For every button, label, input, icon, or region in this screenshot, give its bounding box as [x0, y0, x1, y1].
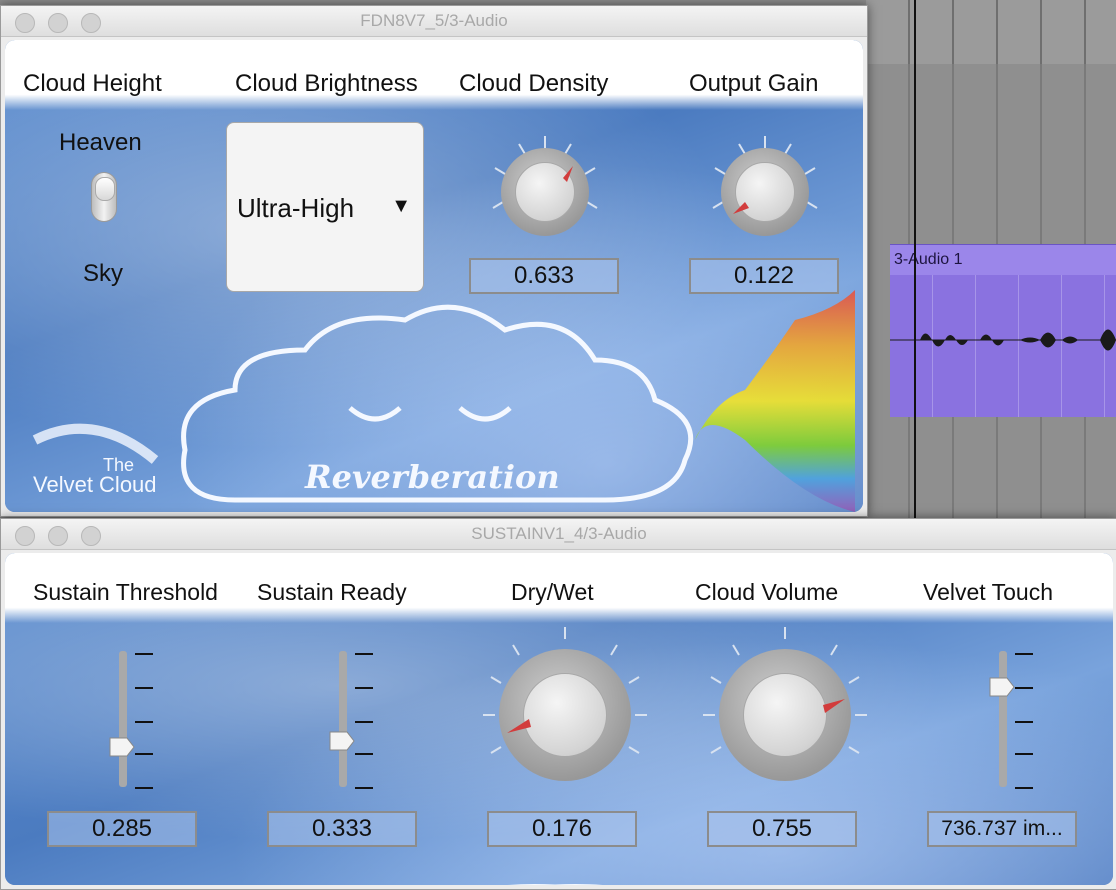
plugin-panel: Sustain Threshold Sustain Ready Dry/Wet … — [5, 553, 1113, 885]
dry-wet-value[interactable]: 0.176 — [487, 811, 637, 847]
slider-tick — [355, 787, 373, 789]
playhead[interactable] — [914, 0, 916, 888]
cloud-height-label: Cloud Height — [23, 70, 162, 97]
select-value: Ultra-High — [237, 193, 355, 223]
cloud-density-knob[interactable] — [501, 148, 589, 236]
slider-tick — [1015, 753, 1033, 755]
knob-pointer-icon — [733, 202, 749, 214]
slider-tick — [135, 787, 153, 789]
cloud-density-value[interactable]: 0.633 — [469, 258, 619, 294]
cloud-volume-label: Cloud Volume — [695, 579, 839, 605]
slider-tick — [355, 687, 373, 689]
dry-wet-knob-ticks — [483, 627, 647, 754]
header-strip — [5, 553, 1113, 623]
velvet-touch-value[interactable]: 736.737 im... — [927, 811, 1077, 847]
slider-tick — [135, 687, 153, 689]
slider-tick — [1015, 653, 1033, 655]
output-gain-label: Output Gain — [689, 70, 819, 97]
audio-clip[interactable]: 3-Audio 1 — [890, 244, 1116, 417]
knob-pointer-icon — [563, 166, 573, 182]
dry-wet-knob[interactable] — [499, 649, 631, 781]
toggle-top-label: Heaven — [59, 129, 142, 156]
logo-line-1: The — [103, 455, 135, 475]
sustain-threshold-value[interactable]: 0.285 — [47, 811, 197, 847]
cloud-volume-knob[interactable] — [719, 649, 851, 781]
plugin-panel: Cloud Height Cloud Brightness Cloud Dens… — [5, 40, 863, 512]
plugin-window-sustain: SUSTAINV1_4/3-Audio Sustain Threshold Su… — [0, 518, 1116, 890]
clip-title: 3-Audio 1 — [890, 245, 1116, 275]
header-strip — [5, 40, 863, 110]
window-title: SUSTAINV1_4/3-Audio — [471, 524, 647, 543]
window-close-icon[interactable] — [15, 526, 35, 546]
slider-tick — [355, 653, 373, 655]
slider-thumb-icon[interactable] — [989, 677, 1015, 697]
knob-cap — [735, 162, 795, 222]
daw-arrangement: 3-Audio 1 — [866, 0, 1116, 888]
cloud-volume-knob-ticks — [703, 627, 867, 754]
slider-tick — [135, 653, 153, 655]
slider-tick — [1015, 787, 1033, 789]
sustain-ready-value[interactable]: 0.333 — [267, 811, 417, 847]
sustain-threshold-label: Sustain Threshold — [33, 579, 218, 605]
window-minimize-icon[interactable] — [48, 526, 68, 546]
slider-thumb-icon[interactable] — [109, 737, 135, 757]
window-title: FDN8V7_5/3-Audio — [360, 11, 508, 30]
sustain-ready-label: Sustain Ready — [257, 579, 407, 605]
cloud-density-label: Cloud Density — [459, 70, 609, 97]
sustain-threshold-track[interactable] — [119, 651, 127, 787]
cloud-brightness-select[interactable]: Ultra-High ▼ — [226, 122, 424, 292]
gain-knob-ticks — [712, 136, 818, 209]
output-gain-knob[interactable] — [721, 148, 809, 236]
slider-tick — [1015, 687, 1033, 689]
slider-tick — [355, 753, 373, 755]
clip-waveform — [890, 329, 1116, 351]
window-close-icon[interactable] — [15, 13, 35, 33]
knob-cap — [515, 162, 575, 222]
cloud-artwork-partial — [508, 884, 602, 885]
slider-tick — [355, 721, 373, 723]
reverberation-art-text: Reverberation — [305, 458, 560, 496]
window-zoom-icon[interactable] — [81, 526, 101, 546]
knob-cap — [523, 673, 607, 757]
dry-wet-label: Dry/Wet — [511, 579, 594, 605]
knob-cap — [743, 673, 827, 757]
velvet-touch-track[interactable] — [999, 651, 1007, 787]
cloud-height-toggle[interactable] — [91, 172, 117, 222]
titlebar[interactable]: FDN8V7_5/3-Audio — [1, 6, 867, 37]
output-gain-value[interactable]: 0.122 — [689, 258, 839, 294]
velvet-touch-label: Velvet Touch — [923, 579, 1054, 605]
cloud-volume-value[interactable]: 0.755 — [707, 811, 857, 847]
slider-tick — [135, 753, 153, 755]
slider-thumb-icon[interactable] — [329, 731, 355, 751]
window-zoom-icon[interactable] — [81, 13, 101, 33]
titlebar[interactable]: SUSTAINV1_4/3-Audio — [1, 519, 1116, 550]
sustain-ready-track[interactable] — [339, 651, 347, 787]
logo-line-2: Velvet Cloud — [33, 472, 157, 497]
daw-ruler[interactable] — [866, 0, 1116, 64]
toggle-bottom-label: Sky — [83, 260, 124, 287]
knob-pointer-icon — [823, 699, 845, 713]
cloud-brightness-label: Cloud Brightness — [235, 70, 418, 97]
knob-pointer-icon — [507, 719, 531, 733]
cloud-artwork — [32, 290, 855, 512]
dropdown-arrow-icon: ▼ — [391, 195, 411, 217]
plugin-window-fdn: FDN8V7_5/3-Audio Cloud Height Cloud Brig… — [0, 5, 868, 517]
slider-tick — [1015, 721, 1033, 723]
window-minimize-icon[interactable] — [48, 13, 68, 33]
slider-tick — [135, 721, 153, 723]
